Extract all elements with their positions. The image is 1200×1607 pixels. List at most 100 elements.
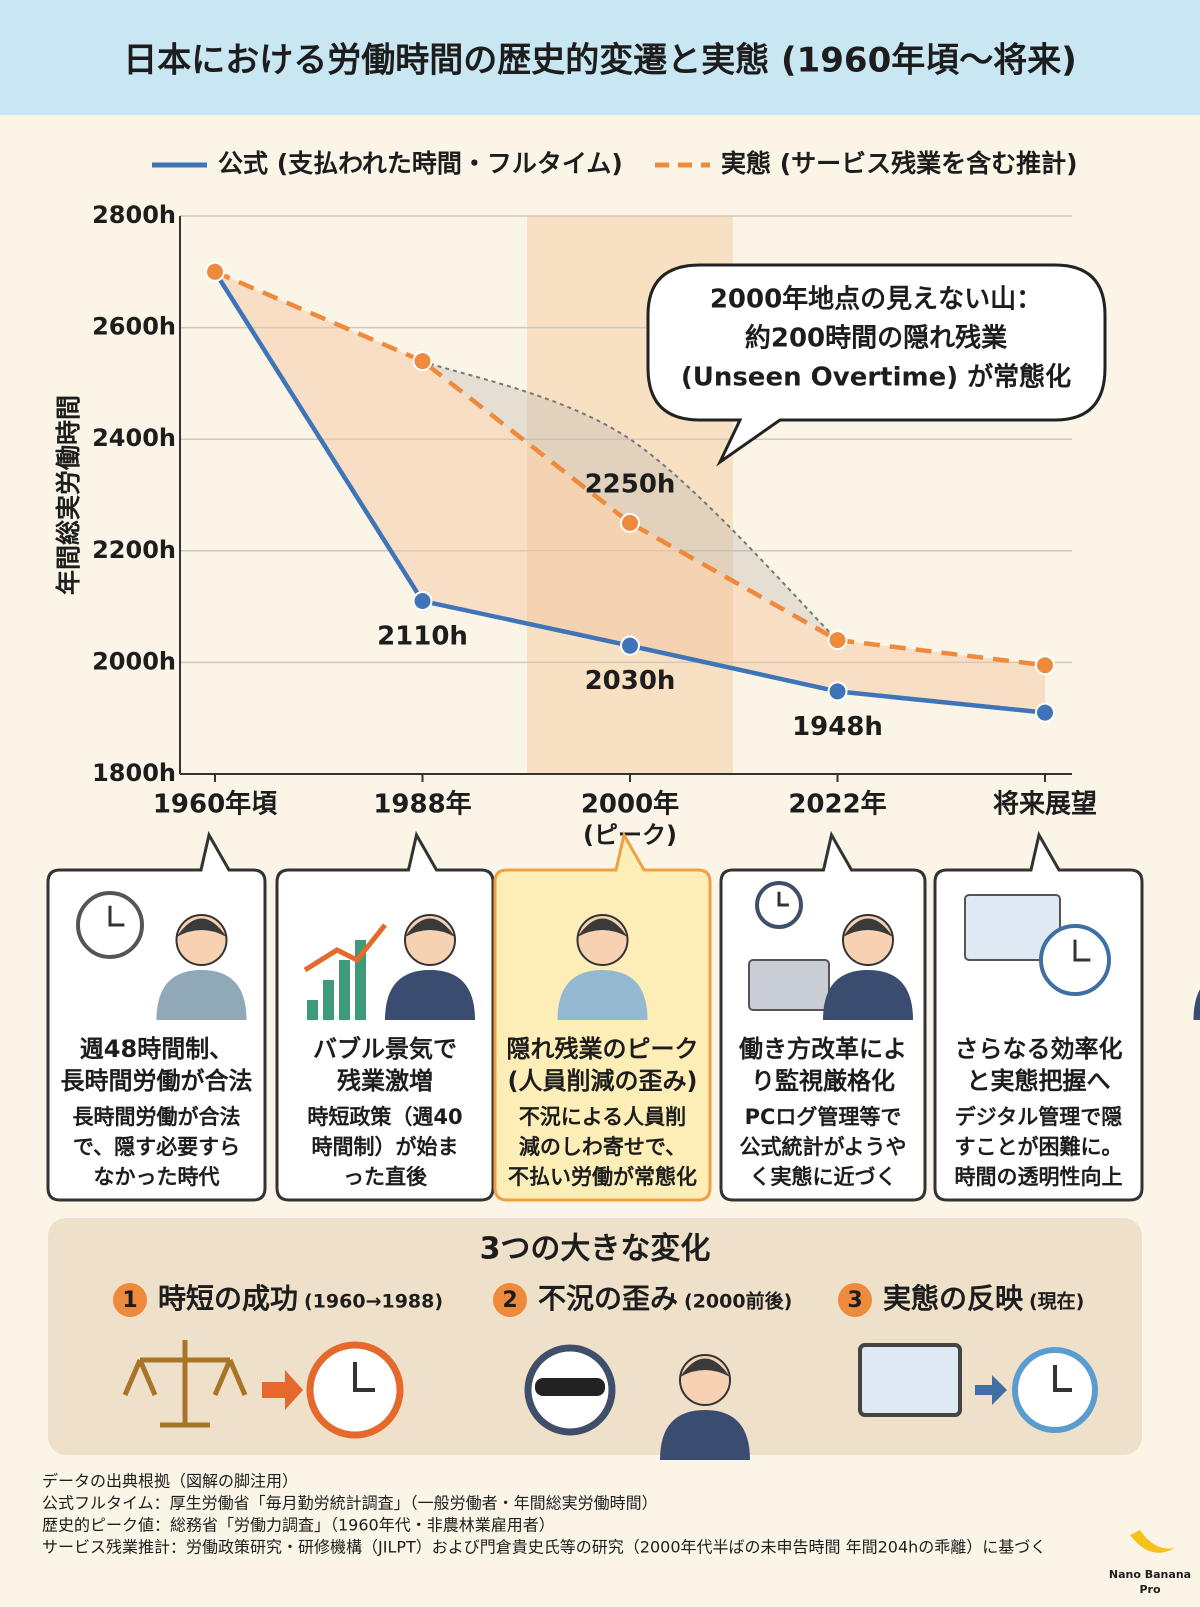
clock-hands (353, 1362, 375, 1392)
card-body: 減のしわ寄せで、 (519, 1135, 686, 1159)
bar-icon (355, 940, 366, 1020)
number-text: 2 (502, 1288, 517, 1313)
data-point (205, 261, 225, 282)
legend-label: 公式 (支払われた時間・フルタイム) (218, 149, 623, 178)
value-label: 2250h (585, 469, 676, 499)
callout-text: 約200時間の隠れ残業 (745, 323, 1007, 354)
footnote: サービス残業推計：労働政策研究・研修機構（JILPT）および門倉貴史氏等の研究（… (42, 1538, 1046, 1557)
scale-icon (122, 1340, 248, 1428)
data-point (827, 630, 848, 651)
laptop-icon (748, 959, 830, 1011)
card-body: デジタル管理で隠 (955, 1105, 1123, 1129)
number-text: 1 (122, 1288, 137, 1313)
data-point (412, 591, 433, 612)
callout-text: 2000年地点の見えない山： (710, 284, 1042, 315)
callout-text: (Unseen Overtime) が常態化 (681, 362, 1071, 393)
data-point (620, 635, 640, 656)
bar-icon (307, 1000, 318, 1020)
card-body: 時間制）が始ま (312, 1135, 459, 1159)
bar-icon (339, 960, 350, 1020)
data-point (827, 681, 848, 702)
person-body (156, 970, 247, 1020)
y-tick-label: 2800h (92, 201, 176, 229)
y-axis-label: 年間総実労働時間 (54, 395, 83, 595)
card-body: で、隠す必要すら (73, 1135, 240, 1159)
x-tick-label: 2022年 (788, 789, 886, 820)
person-hair (843, 918, 893, 937)
value-label: 1948h (792, 712, 883, 742)
value-label: 2030h (585, 666, 676, 696)
card-body: 長時間労働が合法 (73, 1105, 241, 1129)
number-text: 3 (847, 1288, 862, 1313)
card-body: 時短政策（週40 (307, 1105, 462, 1129)
person-hair (577, 918, 628, 937)
change-period: (1960→1988) (304, 1291, 443, 1313)
card-body: PCログ管理等で (745, 1105, 902, 1129)
watermark: Nano Banana (1109, 1568, 1191, 1581)
person-hair (176, 918, 227, 937)
card-body: 公式統計がようや (740, 1135, 907, 1159)
x-tick-label: 将来展望 (993, 790, 1097, 820)
clock-hands (1073, 939, 1091, 962)
card-title: と実態把握へ (967, 1067, 1111, 1095)
person-body (660, 1410, 750, 1460)
title-bar (0, 0, 1200, 115)
bar-icon (323, 980, 334, 1020)
callout-bubble (646, 263, 1107, 467)
card-body: 不況による人員削 (519, 1105, 686, 1129)
data-point (1035, 655, 1055, 676)
title: 日本における労働時間の歴史的変遷と実態 (1960年頃〜将来) (123, 41, 1077, 81)
hidden-mountain-fill (422, 361, 838, 641)
card-title: り監視厳格化 (751, 1067, 895, 1095)
mask (535, 1378, 605, 1396)
footnote: 歴史的ピーク値：総務省「労働力調査」（1960年代・非農林業雇用者） (42, 1516, 555, 1535)
y-tick-label: 2000h (92, 647, 176, 675)
number-badge (493, 1283, 527, 1317)
x-tick-label: 1960年頃 (153, 789, 278, 820)
person-body (385, 970, 475, 1020)
person-body (1193, 989, 1200, 1020)
monitor-icon (858, 1343, 962, 1417)
change-title: 時短の成功 (158, 1282, 298, 1315)
number-badge (838, 1283, 872, 1317)
card-body: った直後 (343, 1165, 428, 1189)
card-title: 働き方改革によ (738, 1035, 907, 1063)
y-tick-label: 1800h (92, 759, 176, 787)
card-title: (人員削減の歪み) (508, 1067, 698, 1095)
x-tick-label: 2000年 (581, 789, 679, 820)
footnote: 公式フルタイム：厚生労働省「毎月勤労統計調査」（一般労働者・年間総実労働時間） (42, 1494, 658, 1513)
gap-area (215, 271, 1045, 713)
y-tick-label: 2600h (92, 313, 176, 341)
arrow-right (975, 1375, 1007, 1405)
card-title: 長時間労働が合法 (61, 1067, 253, 1095)
value-label: 2110h (377, 622, 468, 652)
clock-hands (1053, 1365, 1072, 1392)
card-body: 時間の透明性向上 (955, 1165, 1123, 1189)
card-body: く実態に近づく (750, 1165, 897, 1189)
change-title: 不況の歪み (538, 1282, 678, 1315)
card-title: さらなる効率化 (955, 1035, 1123, 1063)
card-title: 週48時間制、 (80, 1035, 233, 1063)
data-point (412, 351, 433, 372)
change-period: (現在) (1029, 1290, 1084, 1313)
clock-hands (777, 891, 789, 907)
banana-icon (1130, 1530, 1175, 1553)
person-hair (405, 918, 455, 937)
card-body: なかった時代 (94, 1165, 220, 1189)
hidden-mountain-curve (422, 360, 839, 641)
person-body (557, 970, 648, 1020)
data-point (1035, 702, 1055, 723)
arrow-right (262, 1370, 303, 1410)
legend-label: 実態 (サービス残業を含む推計) (721, 149, 1078, 178)
y-tick-label: 2200h (92, 536, 176, 564)
card-body: すことが困難に。 (955, 1135, 1123, 1159)
data-point (620, 512, 640, 533)
clock-hands (108, 905, 125, 927)
changes-title: 3つの大きな変化 (480, 1232, 711, 1267)
x-tick-label: 1988年 (373, 789, 471, 820)
card-title: バブル景気で (313, 1035, 457, 1063)
person-hair (680, 1358, 730, 1377)
person-body (823, 970, 913, 1020)
